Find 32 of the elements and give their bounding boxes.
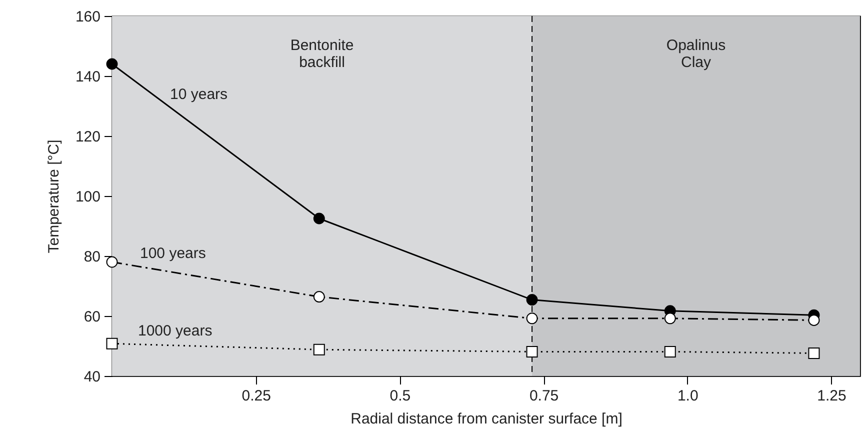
point bbox=[106, 256, 118, 268]
y-tick-label: 160 bbox=[75, 8, 100, 26]
point bbox=[313, 344, 325, 356]
x-tick-label: 0.5 bbox=[390, 388, 411, 404]
point bbox=[526, 312, 538, 324]
point bbox=[526, 346, 538, 358]
y-tick-label: 120 bbox=[75, 128, 100, 146]
band-label: Bentonite backfill bbox=[290, 37, 354, 71]
series-label: 100 years bbox=[140, 245, 206, 262]
x-tick-label: 1.25 bbox=[817, 388, 846, 404]
x-tick-label: 0.25 bbox=[242, 388, 271, 404]
x-axis-title: Radial distance from canister surface [m] bbox=[350, 410, 622, 428]
point bbox=[106, 58, 118, 70]
point bbox=[808, 314, 820, 326]
y-tick-label: 140 bbox=[75, 68, 100, 86]
point bbox=[313, 212, 325, 224]
point bbox=[808, 347, 820, 359]
band-label: Opalinus Clay bbox=[666, 37, 726, 71]
x-tick-label: 1.0 bbox=[677, 388, 698, 404]
y-tick-label: 100 bbox=[75, 188, 100, 206]
y-tick-label: 40 bbox=[84, 368, 100, 386]
point bbox=[664, 312, 676, 324]
point bbox=[664, 346, 676, 358]
point bbox=[313, 291, 325, 303]
y-axis-title: Temperature [°C] bbox=[45, 140, 62, 254]
x-tick-label: 0.75 bbox=[529, 388, 559, 404]
point bbox=[106, 338, 118, 350]
y-tick-label: 60 bbox=[84, 308, 100, 326]
series-label: 1000 years bbox=[138, 322, 212, 340]
point bbox=[526, 294, 538, 306]
series-label: 10 years bbox=[170, 86, 228, 103]
y-tick-label: 80 bbox=[84, 248, 100, 266]
